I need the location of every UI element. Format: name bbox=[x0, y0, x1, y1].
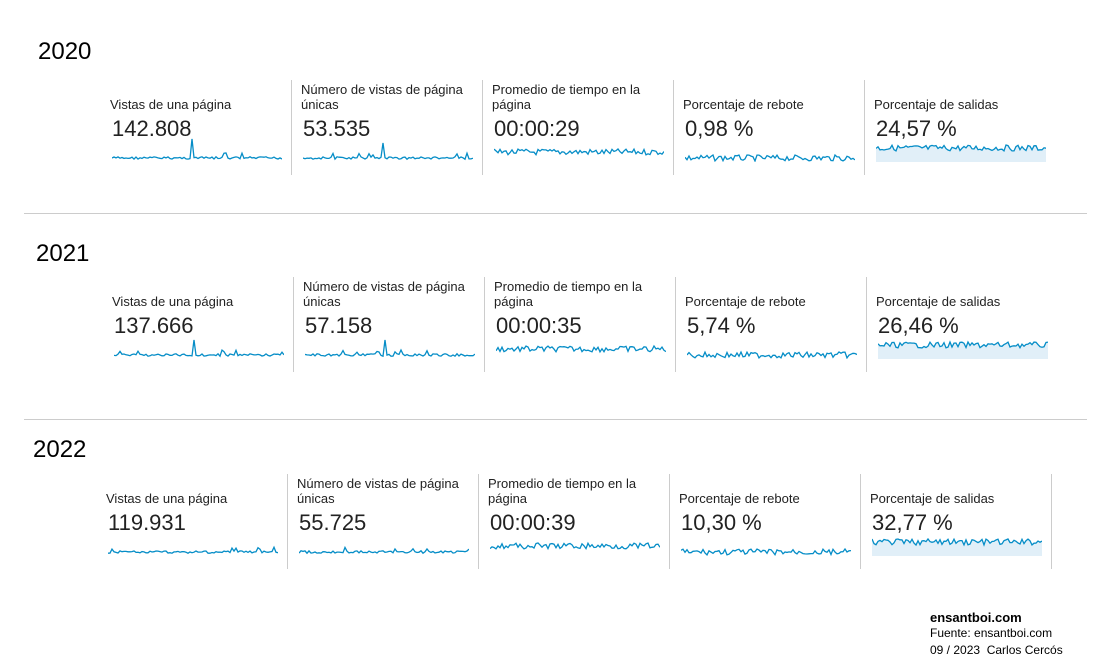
sparkline bbox=[494, 147, 664, 156]
metric-value: 137.666 bbox=[114, 313, 194, 338]
metric-value: 57.158 bbox=[305, 313, 373, 338]
sparkline bbox=[305, 339, 475, 358]
metric-label: Número de vistas de página únicas bbox=[297, 476, 459, 506]
sparkline bbox=[490, 541, 660, 551]
sparkline bbox=[108, 545, 278, 554]
metric-label: Porcentaje de rebote bbox=[685, 294, 806, 309]
sparkline-line bbox=[490, 541, 660, 551]
sparkline bbox=[876, 143, 1046, 162]
year-heading: 2020 bbox=[38, 38, 92, 65]
metric-card: Porcentaje de rebote 0,98 % bbox=[683, 80, 865, 175]
sparkline-area bbox=[876, 145, 1046, 162]
sparkline-line bbox=[114, 339, 284, 358]
metric-value: 55.725 bbox=[299, 510, 367, 535]
sparkline-line bbox=[112, 138, 282, 161]
sparkline bbox=[878, 340, 1048, 359]
metric-card: Número de vistas de página únicas 57.158 bbox=[303, 277, 485, 372]
metric-card: Porcentaje de salidas 32,77 % bbox=[870, 474, 1052, 569]
sparkline-line bbox=[494, 147, 664, 156]
sparkline bbox=[681, 547, 851, 556]
metric-card: Promedio de tiempo en la página 00:00:29 bbox=[492, 80, 674, 175]
metric-card: Vistas de una página 119.931 bbox=[106, 474, 288, 569]
metric-card: Porcentaje de rebote 5,74 % bbox=[685, 277, 867, 372]
metric-card: Promedio de tiempo en la página 00:00:35 bbox=[494, 277, 676, 372]
sparkline bbox=[303, 142, 473, 161]
metric-value: 24,57 % bbox=[876, 116, 957, 141]
year-heading: 2021 bbox=[36, 240, 90, 267]
sparkline-line bbox=[872, 537, 1042, 547]
metric-label: Promedio de tiempo en la página bbox=[492, 82, 641, 112]
section-separator bbox=[24, 419, 1087, 420]
metric-card: Vistas de una página 137.666 bbox=[112, 277, 294, 372]
sparkline bbox=[687, 350, 857, 359]
metric-value: 32,77 % bbox=[872, 510, 953, 535]
sparkline-line bbox=[303, 142, 473, 161]
metric-value: 00:00:29 bbox=[494, 116, 580, 141]
metric-card: Promedio de tiempo en la página 00:00:39 bbox=[488, 474, 670, 569]
metric-card: Porcentaje de salidas 24,57 % bbox=[874, 80, 1055, 175]
sparkline-line bbox=[496, 344, 666, 354]
metric-value: 142.808 bbox=[112, 116, 192, 141]
metric-card: Porcentaje de salidas 26,46 % bbox=[876, 277, 1057, 372]
footer-credit: 09 / 2023 Carlos Cercós bbox=[930, 643, 1063, 657]
section-separator bbox=[24, 213, 1087, 214]
metric-value: 53.535 bbox=[303, 116, 371, 141]
footer-site: ensantboi.com bbox=[930, 610, 1022, 625]
sparkline-line bbox=[108, 545, 278, 554]
metric-label: Porcentaje de salidas bbox=[876, 294, 1001, 309]
metric-label: Vistas de una página bbox=[112, 294, 234, 309]
footer-source: Fuente: ensantboi.com bbox=[930, 626, 1053, 640]
sparkline-line bbox=[687, 350, 857, 359]
sparkline-area bbox=[878, 342, 1048, 359]
metric-label: Vistas de una página bbox=[106, 491, 228, 506]
sparkline-line bbox=[299, 545, 469, 555]
sparkline bbox=[685, 153, 855, 162]
metric-card: Número de vistas de página únicas 55.725 bbox=[297, 474, 479, 569]
metric-label: Vistas de una página bbox=[110, 97, 232, 112]
metric-value: 5,74 % bbox=[687, 313, 756, 338]
metric-card: Porcentaje de rebote 10,30 % bbox=[679, 474, 861, 569]
sparkline-line bbox=[681, 547, 851, 556]
metric-label: Número de vistas de página únicas bbox=[303, 279, 465, 309]
metric-value: 119.931 bbox=[108, 510, 186, 535]
sparkline-line bbox=[876, 143, 1046, 153]
metric-value: 0,98 % bbox=[685, 116, 754, 141]
metric-card: Número de vistas de página únicas 53.535 bbox=[301, 80, 483, 175]
metric-value: 00:00:39 bbox=[490, 510, 576, 535]
sparkline bbox=[872, 537, 1042, 556]
sparkline bbox=[496, 344, 666, 354]
sparkline-line bbox=[685, 153, 855, 162]
metric-label: Promedio de tiempo en la página bbox=[488, 476, 637, 506]
metric-label: Promedio de tiempo en la página bbox=[494, 279, 643, 309]
sparkline-line bbox=[305, 339, 475, 358]
metric-value: 10,30 % bbox=[681, 510, 762, 535]
year-heading: 2022 bbox=[33, 436, 87, 463]
metric-label: Número de vistas de página únicas bbox=[301, 82, 463, 112]
metric-value: 00:00:35 bbox=[496, 313, 582, 338]
metric-label: Porcentaje de salidas bbox=[874, 97, 999, 112]
metric-value: 26,46 % bbox=[878, 313, 959, 338]
sparkline bbox=[112, 138, 282, 161]
sparkline bbox=[299, 545, 469, 555]
sparkline-line bbox=[878, 340, 1048, 350]
metric-label: Porcentaje de rebote bbox=[679, 491, 800, 506]
sparkline bbox=[114, 339, 284, 358]
metric-label: Porcentaje de salidas bbox=[870, 491, 995, 506]
metric-label: Porcentaje de rebote bbox=[683, 97, 804, 112]
metric-card: Vistas de una página 142.808 bbox=[110, 80, 292, 175]
